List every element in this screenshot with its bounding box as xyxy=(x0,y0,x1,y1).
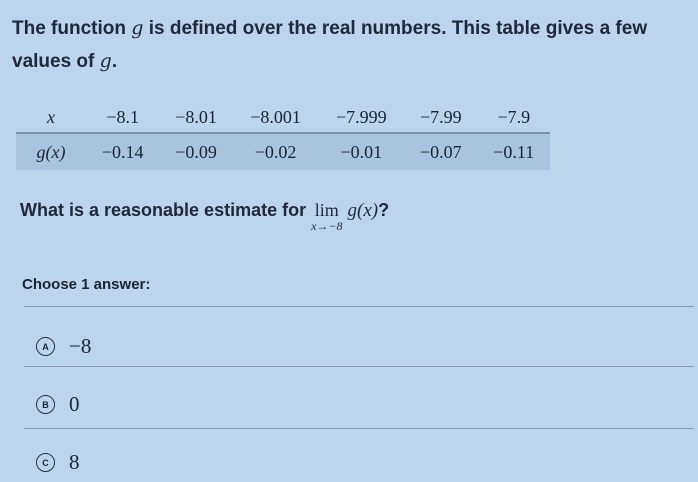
lim-subscript: x→−8 xyxy=(311,219,343,233)
x-label: x xyxy=(16,102,86,134)
x-value: −7.999 xyxy=(318,102,405,134)
option-letter-icon: C xyxy=(36,453,55,472)
question-prompt: The function g is defined over the real … xyxy=(12,12,692,78)
x-value: −8.01 xyxy=(159,102,233,134)
option-b[interactable]: B 0 xyxy=(36,392,80,417)
x-value: −7.99 xyxy=(404,102,478,134)
option-value: 0 xyxy=(69,392,80,416)
x-value: −8.001 xyxy=(232,102,319,134)
gx-row: g(x) −0.14 −0.09 −0.02 −0.01 −0.07 −0.11 xyxy=(16,133,550,170)
limit-question: What is a reasonable estimate for lim x→−… xyxy=(20,200,389,234)
option-letter-icon: A xyxy=(36,337,55,356)
divider xyxy=(24,306,694,307)
x-value: −7.9 xyxy=(477,102,550,134)
gx-label: g(x) xyxy=(16,133,86,170)
gx-value: −0.02 xyxy=(232,133,319,170)
question-text: What is a reasonable estimate for xyxy=(20,200,312,220)
lim-text: lim xyxy=(314,200,339,220)
option-value: −8 xyxy=(69,334,92,358)
function-name: g xyxy=(131,17,144,39)
prompt-text: . xyxy=(111,51,118,72)
choose-label: Choose 1 answer: xyxy=(22,276,151,293)
values-table: x −8.1 −8.01 −8.001 −7.999 −7.99 −7.9 g(… xyxy=(16,102,550,170)
prompt-text: is defined over the real numbers. This t… xyxy=(12,18,648,72)
function-name: g xyxy=(99,50,112,72)
option-letter-icon: B xyxy=(36,395,55,414)
x-value: −8.1 xyxy=(86,102,160,134)
gx-value: −0.01 xyxy=(318,133,405,170)
divider xyxy=(24,366,694,367)
gx-value: −0.09 xyxy=(159,133,233,170)
prompt-text: The function xyxy=(12,18,132,39)
option-value: 8 xyxy=(69,450,80,474)
gx-value: −0.11 xyxy=(477,133,550,170)
option-c[interactable]: C 8 xyxy=(36,450,80,475)
option-a[interactable]: A −8 xyxy=(36,334,91,359)
limit-expression: g(x) xyxy=(347,200,379,221)
x-row: x −8.1 −8.01 −8.001 −7.999 −7.99 −7.9 xyxy=(16,102,550,134)
divider xyxy=(24,428,694,429)
gx-value: −0.07 xyxy=(404,133,478,170)
question-mark: ? xyxy=(378,200,390,220)
limit-operator: lim x→−8 xyxy=(311,200,342,234)
gx-value: −0.14 xyxy=(86,133,160,170)
